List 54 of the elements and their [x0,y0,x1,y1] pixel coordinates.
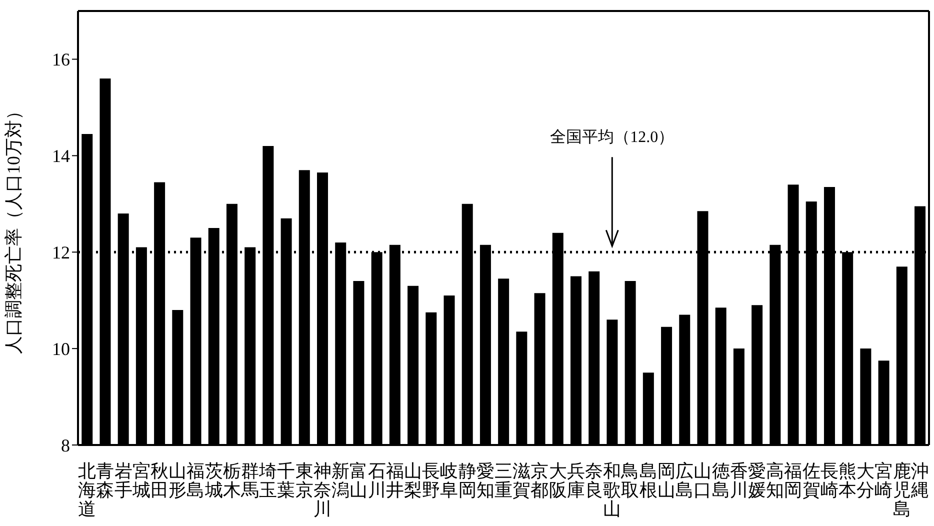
x-tick-label: 兵庫 [566,461,585,500]
x-tick-label: 愛媛 [748,461,766,500]
x-tick-label: 福井 [386,461,404,500]
x-tick-label: 長崎 [820,461,838,500]
x-tick-label: 岡山 [657,461,676,500]
y-tick-label: 14 [52,146,70,166]
x-tick-label: 高知 [766,461,784,500]
x-tick-label: 佐賀 [802,461,820,500]
y-tick-label: 10 [52,338,70,359]
x-tick-label: 福島 [186,461,205,500]
x-tick-label: 沖縄 [910,461,929,500]
x-tick-label: 愛知 [476,461,494,500]
x-tick-label: 滋賀 [512,461,531,500]
x-tick-label: 岐阜 [440,461,458,500]
x-tick-label: 茨城 [204,461,223,500]
x-tick-label: 広島 [676,461,694,500]
y-tick-label: 12 [52,242,70,262]
annotation: 全国平均（12.0） [550,129,674,146]
x-tick-label: 長野 [422,461,440,500]
y-axis-title: 人口調整死亡率（人口10万対） [3,102,24,354]
x-tick-label: 埼玉 [258,461,278,500]
x-tick-label: 岩手 [114,461,132,500]
x-tick-label: 栃木 [222,461,241,500]
x-tick-label: 群馬 [240,461,260,500]
x-tick-label: 鳥取 [620,461,640,500]
y-tick-label: 16 [52,50,70,70]
x-tick-label: 新潟 [332,461,350,500]
x-tick-label: 三重 [494,461,512,500]
x-tick-label: 徳島 [712,461,730,500]
x-tick-label: 山形 [168,461,187,500]
x-tick-label: 青森 [96,461,114,500]
x-tick-label: 福岡 [784,461,802,500]
x-tick-label: 秋田 [150,461,168,500]
x-tick-label: 東京 [295,461,314,500]
x-tick-label: 山口 [694,461,712,500]
x-tick-label: 鹿児島 [892,461,911,519]
x-tick-label: 大阪 [548,461,567,500]
x-tick-label: 熊本 [838,461,857,500]
x-tick-label: 宮城 [131,461,150,500]
x-tick-label: 島根 [639,461,658,500]
x-tick-label: 石川 [368,461,386,500]
x-tick-label: 富山 [350,461,368,500]
x-tick-label: 奈良 [585,461,604,500]
x-tick-label: 香川 [730,461,748,500]
x-tick-label: 千葉 [277,461,296,500]
x-tick-label: 北海道 [78,461,96,519]
x-tick-label: 静岡 [458,461,476,500]
y-tick-label: 8 [61,435,70,456]
x-tick-label: 山梨 [404,461,422,500]
x-tick-label: 宮崎 [874,461,893,500]
x-tick-label: 大分 [856,461,875,500]
x-tick-label: 神奈川 [313,461,332,519]
x-tick-label: 和歌山 [603,461,622,519]
x-tick-label: 京都 [530,461,549,500]
